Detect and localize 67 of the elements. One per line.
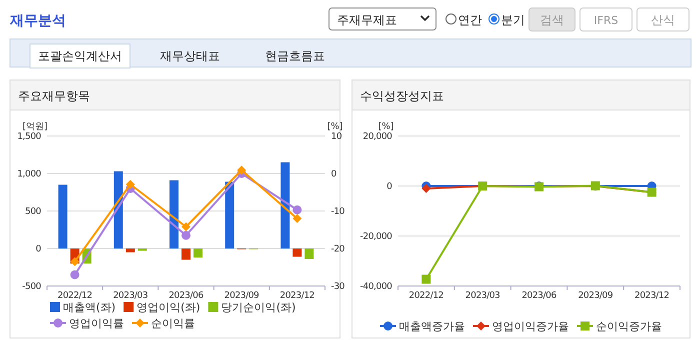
legend-label: 매출액(좌) [63,301,116,314]
chart-title: 수익성장성지표 [360,89,444,103]
bar [170,180,178,248]
bar [58,184,68,248]
bar [225,182,234,248]
legend-label: 영업이익증가율 [492,320,569,333]
y2-tick-label: 0 [331,170,337,180]
bar [292,248,302,257]
point [70,270,80,280]
x-tick-label: 2023/12 [634,291,670,301]
point [292,214,302,223]
x-tick-label: 2022/12 [408,291,444,301]
y-axis-title: [%] [378,122,394,132]
x-tick-label: 2022/12 [58,291,92,301]
legend-label: 매출액증가율 [399,320,465,333]
y-tick-label: 1,000 [17,170,42,180]
legend-label: 순이익증가율 [596,320,662,333]
y-tick-label: -40,000 [360,282,393,292]
x-tick-label: 2023/09 [224,291,260,301]
point [422,184,431,193]
bar [280,162,290,248]
x-tick-label: 2023/03 [113,291,148,301]
legend-label: 당기순이익(좌) [221,301,296,314]
bar [182,248,190,260]
y-tick-label: 1,500 [17,132,42,142]
chart-title: 주요재무항목 [18,89,90,103]
y-tick-label: -20,000 [360,232,393,242]
legend-label: 영업이익(좌) [136,301,200,314]
text: 분기 [501,13,525,27]
point [182,222,190,232]
text: 산식 [651,13,675,27]
y2-tick-label: -20 [331,244,346,254]
bar [194,248,202,258]
point [182,230,190,240]
text: 연간 [458,13,482,27]
text: 주재무제표 [337,13,397,27]
bar [126,248,135,252]
bar [114,171,123,248]
y2-tick-label: -30 [331,282,346,292]
x-tick-label: 2023/03 [465,291,500,301]
y-tick-label: -500 [22,282,42,292]
y2-tick-label: 10 [331,132,342,142]
y-tick-label: 500 [25,207,42,217]
y-tick-label: 20,000 [362,132,393,142]
text: 재무상태표 [160,49,220,63]
point [126,180,135,189]
x-tick-label: 2023/06 [168,291,204,301]
text: 포괄손익계산서 [38,49,122,63]
legend-label: 순이익률 [151,317,195,330]
y-axis-title: [억원] [22,122,48,132]
point [237,166,246,175]
text: 검색 [540,13,564,27]
y-tick-label: 0 [386,182,393,192]
x-tick-label: 2023/09 [578,291,614,301]
x-tick-label: 2023/12 [280,291,314,301]
y2-tick-label: -10 [331,207,346,217]
text: IFRS [594,14,618,27]
y2-axis-title: [%] [327,122,343,132]
x-tick-label: 2023/06 [522,291,557,301]
y-tick-label: 0 [36,244,42,254]
text: 현금흐름표 [265,49,325,63]
bar [304,248,314,259]
point [292,205,302,214]
legend-label: 영업이익률 [69,317,124,330]
point [422,274,431,284]
text: 재무분석 [9,13,66,29]
point [70,257,80,266]
